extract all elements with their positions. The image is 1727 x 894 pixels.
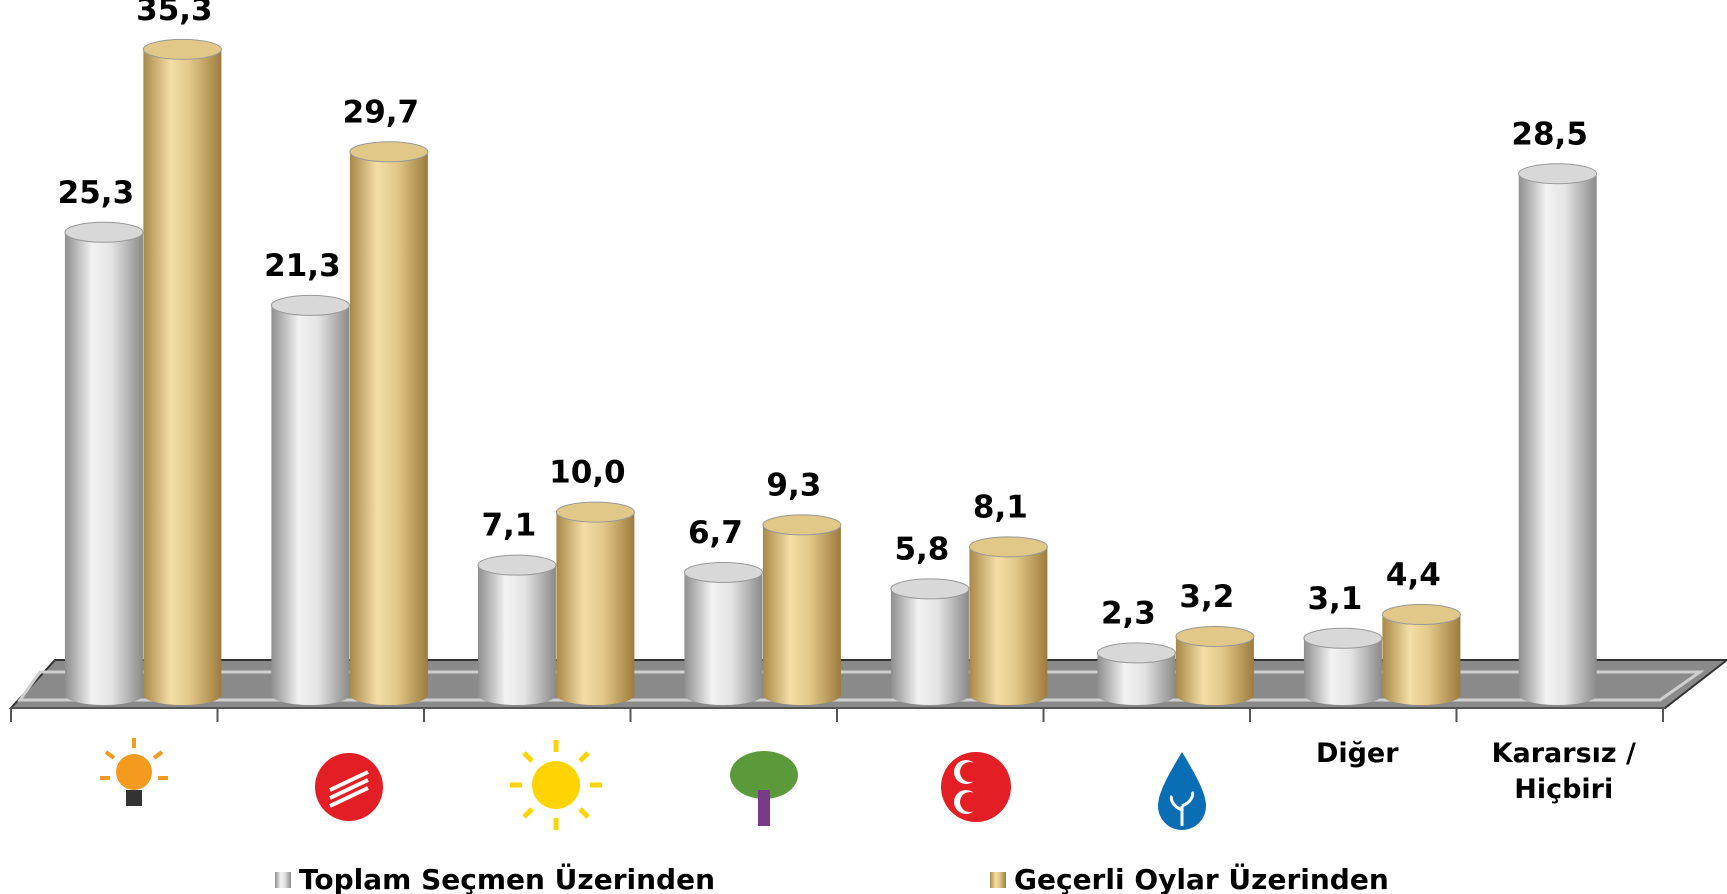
bar (142, 38, 222, 705)
icon-chp (315, 753, 383, 821)
bar-top (968, 536, 1048, 558)
bar-top (349, 141, 429, 163)
value-label: 21,3 (264, 248, 341, 284)
bar-body (762, 524, 841, 695)
x-tick-label: Kararsız / Hiçbiri (1491, 738, 1636, 805)
value-label: 28,5 (1511, 116, 1588, 152)
icons (100, 738, 1206, 830)
bar-base (477, 685, 556, 705)
bar-top (1381, 604, 1461, 626)
value-label: 5,8 (894, 531, 949, 567)
icon-iyi (510, 740, 602, 830)
bar-base (556, 685, 635, 705)
x-tick-label: Diğer (1315, 738, 1399, 769)
bar-body (143, 49, 222, 695)
icon-hdp (730, 751, 798, 826)
bar (890, 578, 970, 705)
value-label: 35,3 (136, 0, 213, 28)
bar-top (1175, 625, 1255, 647)
bar (1096, 642, 1176, 705)
value-label: 3,2 (1179, 579, 1234, 615)
bar-top (555, 501, 635, 523)
value-label: 2,3 (1101, 595, 1156, 631)
bar-body (969, 546, 1048, 695)
value-label: 6,7 (688, 515, 743, 551)
bar-base (969, 685, 1048, 705)
bar-top (270, 294, 350, 316)
bar-top (762, 514, 842, 536)
bar-base (1175, 685, 1254, 705)
bar-base (143, 685, 222, 705)
bar (968, 536, 1048, 705)
value-label: 25,3 (58, 175, 135, 211)
value-label: 3,1 (1307, 581, 1362, 617)
bar-top (1096, 642, 1176, 664)
bar-body (271, 305, 350, 695)
value-label: 9,3 (766, 467, 821, 503)
bar-body (556, 512, 635, 695)
icon-mhp (941, 752, 1011, 822)
legend-label: Geçerli Oylar Üzerinden (1014, 862, 1389, 894)
bar-body (64, 232, 143, 696)
bar-body (684, 572, 763, 695)
bar (1175, 625, 1255, 705)
bar-body (477, 565, 556, 695)
bar-base (1518, 685, 1597, 705)
bar-top (142, 38, 222, 60)
value-label: 10,0 (549, 455, 626, 491)
legend-label: Toplam Seçmen Üzerinden (299, 862, 715, 894)
bar-base (1303, 685, 1382, 705)
bar-top (1303, 627, 1383, 649)
bar-top (683, 561, 763, 583)
icon-akp (100, 738, 168, 806)
bar-top (477, 554, 557, 576)
bar (64, 221, 144, 705)
bar (1381, 604, 1461, 705)
bar-body (890, 588, 969, 695)
bar (1303, 627, 1383, 705)
bar-top (890, 578, 970, 600)
legend-swatch (990, 872, 1006, 888)
value-label: 8,1 (973, 489, 1028, 525)
bar-base (1097, 685, 1176, 705)
bar (762, 514, 842, 705)
bar-base (64, 685, 143, 705)
bar-base (890, 685, 969, 705)
bar-top (1518, 163, 1598, 185)
bar (477, 554, 557, 705)
bar-base (762, 685, 841, 705)
bar-body (1382, 614, 1461, 695)
bar (1518, 163, 1598, 705)
icon-saadet (1158, 752, 1206, 830)
bar-body (1518, 173, 1597, 695)
legend-swatch (275, 872, 291, 888)
bar-top (64, 221, 144, 243)
bar-base (271, 685, 350, 705)
value-label: 29,7 (343, 94, 420, 130)
bar (683, 561, 763, 705)
bar (555, 501, 635, 705)
bar-base (684, 685, 763, 705)
value-label: 7,1 (481, 508, 536, 544)
bar (349, 141, 429, 705)
value-label: 4,4 (1386, 557, 1441, 593)
bar (270, 294, 350, 705)
bar-body (349, 151, 428, 696)
bar-base (349, 685, 428, 705)
bar-base (1382, 685, 1461, 705)
